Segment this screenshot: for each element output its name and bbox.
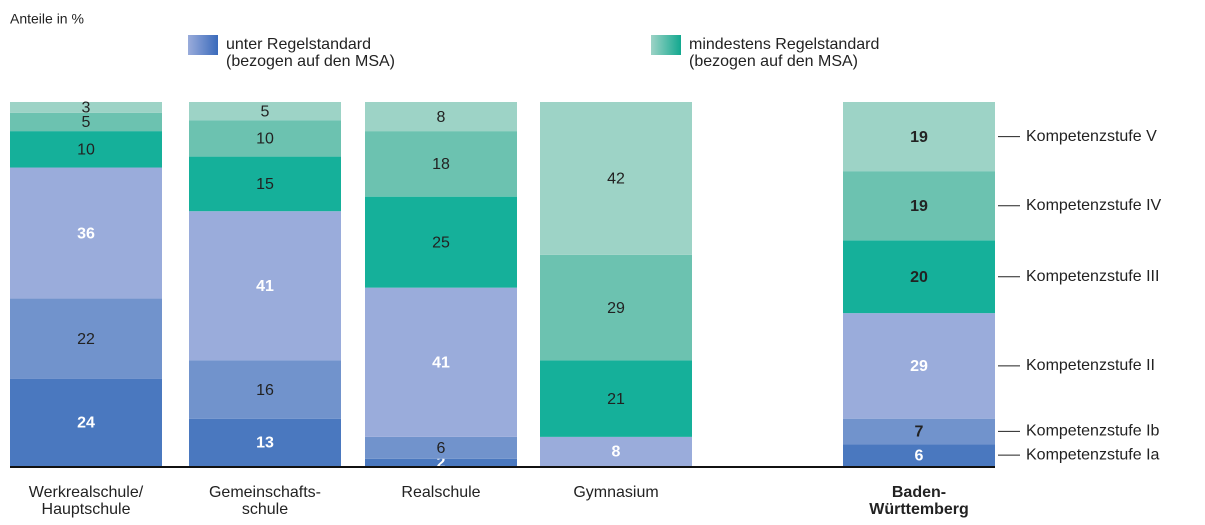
bar-segment (843, 240, 995, 314)
value-label: 42 (607, 171, 625, 188)
series-label: Kompetenzstufe Ia (1026, 446, 1160, 463)
bar-segment (540, 254, 692, 361)
value-label: 6 (437, 440, 446, 457)
bar-segment (10, 167, 162, 299)
value-label: 41 (256, 278, 274, 295)
value-label: 5 (261, 103, 270, 120)
bar-segment (540, 436, 692, 466)
value-label: 10 (77, 142, 95, 159)
value-label: 22 (77, 331, 95, 348)
value-label: 8 (437, 109, 446, 126)
bar-segment (10, 102, 162, 113)
bar-segment (189, 418, 341, 466)
value-label: 7 (915, 424, 924, 441)
bar-segment (843, 313, 995, 419)
bar-segment (843, 102, 995, 172)
x-tick-label: Gemeinschafts- (209, 484, 321, 501)
series-label: Kompetenzstufe Ib (1026, 423, 1160, 440)
value-label: 24 (77, 415, 95, 432)
value-label: 19 (910, 198, 928, 215)
bar-segment (10, 112, 162, 132)
bar-segment (365, 436, 517, 459)
x-tick-label: schule (242, 501, 288, 518)
value-label: 21 (607, 391, 625, 408)
bar-segment (365, 102, 517, 132)
bar-segment (365, 131, 517, 197)
value-label: 18 (432, 156, 450, 173)
value-label: 20 (910, 269, 928, 286)
series-label: Kompetenzstufe II (1026, 357, 1155, 374)
x-tick-label: Gymnasium (573, 484, 658, 501)
bar-segment (189, 120, 341, 157)
value-label: 8 (612, 444, 621, 461)
series-label: Kompetenzstufe IV (1026, 197, 1162, 214)
bar-segment (843, 171, 995, 241)
bar-segment (365, 458, 517, 466)
value-label: 6 (915, 447, 924, 464)
value-label: 36 (77, 225, 95, 242)
bar-segment (10, 378, 162, 466)
bar-segment (540, 102, 692, 255)
legend-label: mindestens Regelstandard (689, 36, 879, 53)
value-label: 16 (256, 382, 274, 399)
bar-segment (189, 211, 341, 361)
value-label: 5 (82, 114, 91, 131)
value-label: 13 (256, 435, 274, 452)
bar-segment (189, 156, 341, 212)
series-label: Kompetenzstufe III (1026, 268, 1159, 285)
bar-segment (189, 102, 341, 121)
subtitle: Anteile in % (10, 11, 84, 27)
bar-segment (365, 196, 517, 288)
x-tick-label: Hauptschule (42, 501, 131, 518)
value-label: 29 (607, 300, 625, 317)
x-tick-label: Realschule (401, 484, 480, 501)
legend-label: unter Regelstandard (226, 36, 371, 53)
value-label: 25 (432, 234, 450, 251)
value-label: 19 (910, 129, 928, 146)
bar-segment (365, 287, 517, 437)
legend-label: (bezogen auf den MSA) (226, 53, 395, 70)
legend-label: (bezogen auf den MSA) (689, 53, 858, 70)
legend-swatch (651, 35, 681, 55)
series-label: Kompetenzstufe V (1026, 128, 1157, 145)
bar-segment (843, 444, 995, 466)
value-label: 41 (432, 354, 450, 371)
x-tick-label: Württemberg (869, 501, 969, 518)
x-tick-label: Baden- (892, 484, 946, 501)
value-label: 10 (256, 131, 274, 148)
bar-segment (540, 360, 692, 437)
value-label: 15 (256, 176, 274, 193)
bar-segment (189, 360, 341, 419)
x-tick-label: Werkrealschule/ (29, 484, 144, 501)
value-label: 2 (437, 455, 446, 472)
bar-segment (10, 298, 162, 379)
legend-swatch (188, 35, 218, 55)
bar-segment (10, 131, 162, 168)
bar-segment (843, 418, 995, 445)
value-label: 3 (82, 100, 91, 117)
value-label: 29 (910, 358, 928, 375)
